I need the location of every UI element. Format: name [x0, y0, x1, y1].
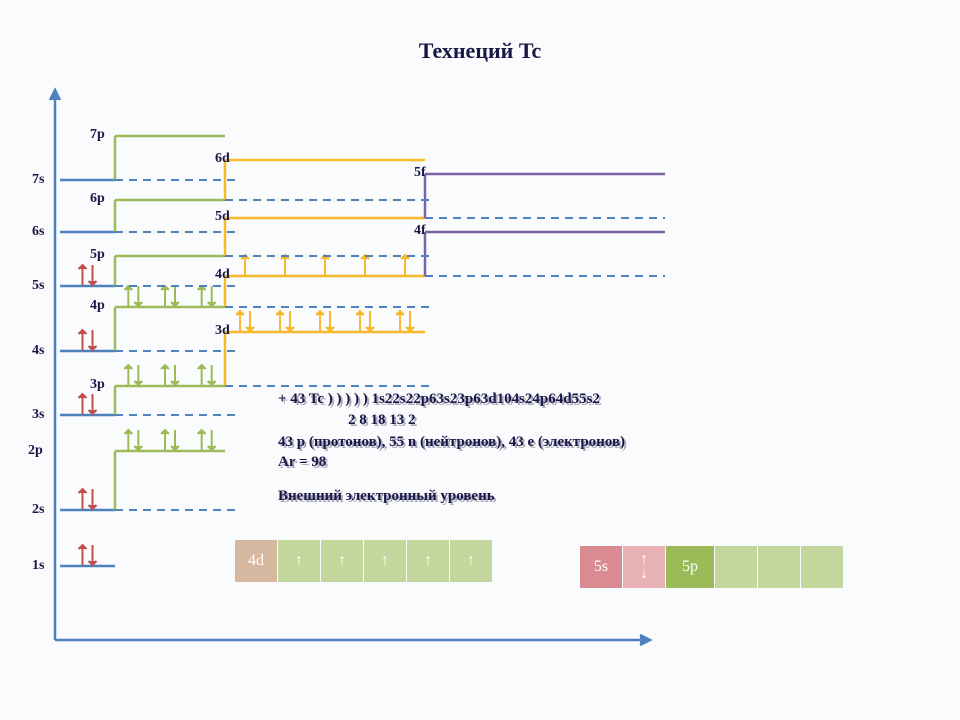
orbital-label-2p: 2p: [28, 443, 43, 459]
table-5s5p-cell: [801, 546, 844, 588]
info-text: 43 p (протонов), 55 n (нейтронов), 43 e …: [278, 434, 625, 451]
table-5s5p-cell: 5p: [666, 546, 715, 588]
orbital-label-7s: 7s: [32, 172, 44, 188]
orbital-label-5p: 5p: [90, 247, 105, 263]
table-5s5p: 5s↑↓5p: [580, 546, 844, 588]
orbital-label-6s: 6s: [32, 224, 44, 240]
orbital-label-6d: 6d: [215, 151, 230, 167]
info-text: Внешний электронный уровень: [278, 488, 495, 505]
table-4d-cell: ↑: [321, 540, 364, 582]
table-4d: 4d↑↑↑↑↑: [235, 540, 493, 582]
table-4d-cell: ↑: [407, 540, 450, 582]
table-5s5p-cell: 5s: [580, 546, 623, 588]
orbital-label-5s: 5s: [32, 278, 44, 294]
orbital-label-4d: 4d: [215, 267, 230, 283]
info-text: Ar = 98: [278, 454, 326, 471]
orbital-label-1s: 1s: [32, 558, 44, 574]
orbital-label-7p: 7p: [90, 127, 105, 143]
info-text: + 43 Tc ) ) ) ) ) 1s22s22p63s23p63d104s2…: [278, 391, 600, 408]
table-5s5p-cell: [715, 546, 758, 588]
orbital-diagram: [0, 0, 960, 720]
orbital-label-4f: 4f: [414, 223, 426, 239]
info-text: 2 8 18 13 2: [348, 412, 416, 429]
table-4d-label: 4d: [235, 540, 278, 582]
orbital-label-5d: 5d: [215, 209, 230, 225]
orbital-label-4p: 4p: [90, 298, 105, 314]
orbital-label-3d: 3d: [215, 323, 230, 339]
orbital-label-2s: 2s: [32, 502, 44, 518]
orbital-label-5f: 5f: [414, 165, 426, 181]
orbital-label-4s: 4s: [32, 343, 44, 359]
orbital-label-6p: 6p: [90, 191, 105, 207]
table-4d-cell: ↑: [364, 540, 407, 582]
table-4d-cell: ↑: [450, 540, 493, 582]
orbital-label-3s: 3s: [32, 407, 44, 423]
table-5s5p-cell: [758, 546, 801, 588]
table-4d-cell: ↑: [278, 540, 321, 582]
orbital-label-3p: 3p: [90, 377, 105, 393]
table-5s5p-cell: ↑↓: [623, 546, 666, 588]
